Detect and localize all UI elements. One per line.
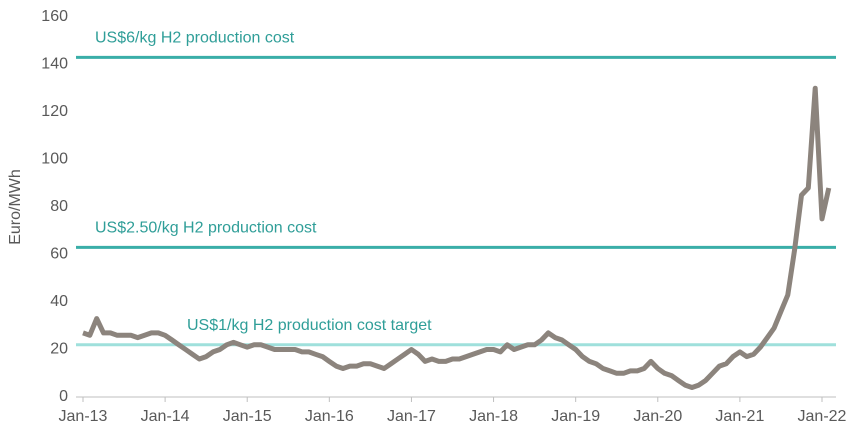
y-tick-label: 160 — [41, 8, 68, 25]
x-tick-label: Jan-19 — [551, 408, 600, 425]
price-line — [82, 85, 832, 390]
y-axis-label: Euro/MWh — [7, 169, 24, 245]
x-tick-label: Jan-17 — [387, 408, 436, 425]
x-tick-label: Jan-15 — [223, 408, 272, 425]
y-tick-label: 80 — [50, 198, 68, 215]
y-tick-label: 0 — [59, 388, 68, 405]
reference-label: US$6/kg H2 production cost — [95, 30, 295, 47]
y-tick-label: 140 — [41, 56, 68, 73]
reference-label: US$1/kg H2 production cost target — [187, 317, 432, 334]
x-tick-label: Jan-20 — [633, 408, 682, 425]
x-tick-label: Jan-18 — [469, 408, 518, 425]
reference-label: US$2.50/kg H2 production cost — [95, 220, 317, 237]
y-tick-label: 60 — [50, 246, 68, 263]
x-tick-label: Jan-14 — [141, 408, 190, 425]
x-tick-label: Jan-22 — [798, 408, 847, 425]
y-tick-label: 100 — [41, 151, 68, 168]
y-tick-label: 40 — [50, 293, 68, 310]
x-tick-label: Jan-16 — [305, 408, 354, 425]
x-tick-label: Jan-13 — [59, 408, 108, 425]
y-tick-label: 20 — [50, 341, 68, 358]
x-tick-label: Jan-21 — [715, 408, 764, 425]
y-tick-label: 120 — [41, 103, 68, 120]
